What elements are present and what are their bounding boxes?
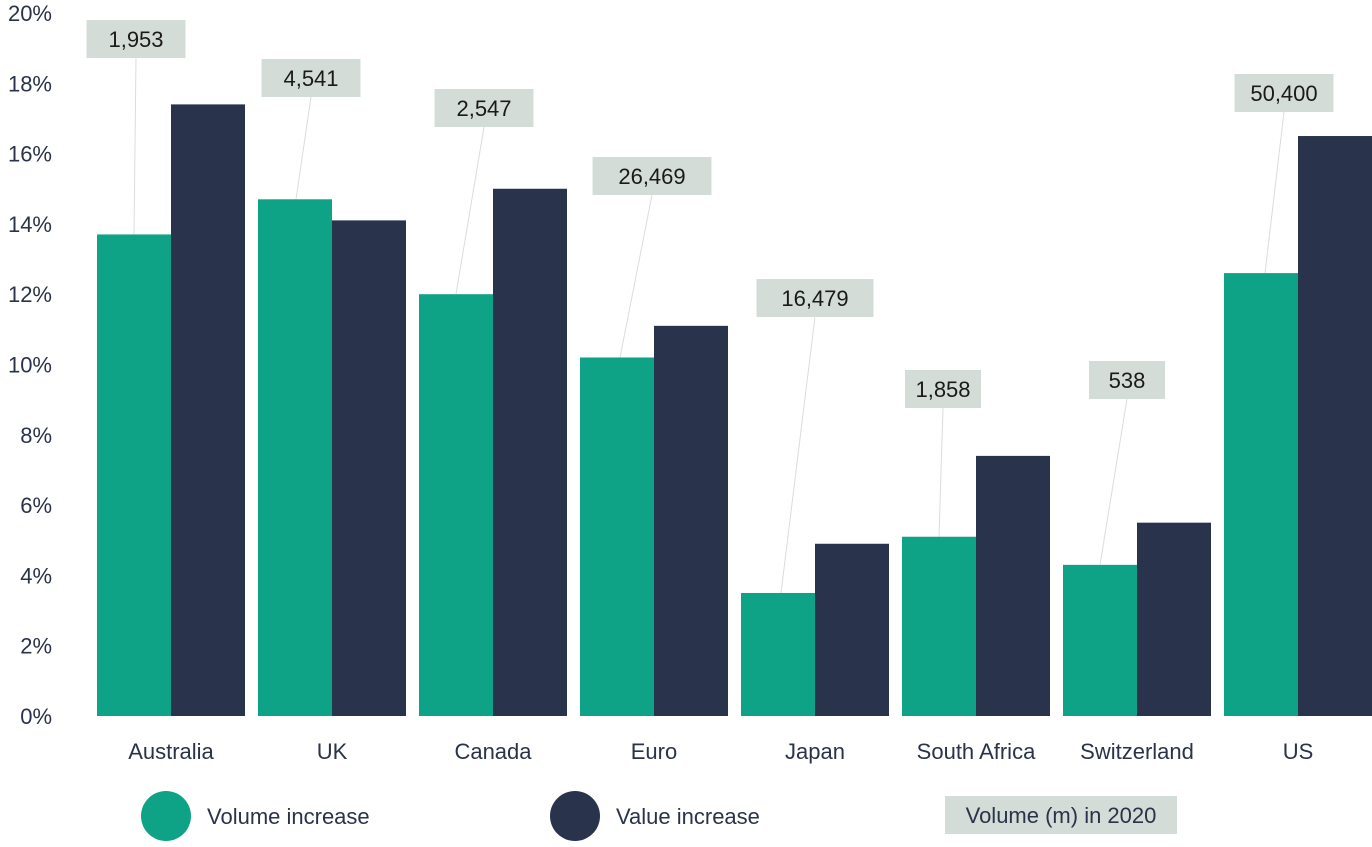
- y-axis: 0% 2% 4% 6% 8% 10% 12% 14% 16% 18% 20%: [8, 1, 52, 729]
- bar-value-increase-us: [1298, 136, 1372, 716]
- bar-value-increase-euro: [654, 325, 728, 716]
- bar-value-increase-australia: [171, 104, 245, 716]
- legend: Volume increase Value increase Volume (m…: [141, 791, 1177, 841]
- y-tick-label: 10%: [8, 353, 52, 378]
- connector-euro: [619, 194, 653, 358]
- bar-volume-increase-euro: [580, 357, 654, 716]
- x-category-label-euro: Euro: [631, 739, 677, 764]
- volume-annotation-box-japan: [756, 279, 874, 317]
- volume-annotation-switzerland: 538: [1109, 368, 1146, 393]
- bar-value-increase-south-africa: [976, 455, 1050, 716]
- legend-volume-annotation-title: Volume (m) in 2020: [966, 803, 1157, 828]
- volume-annotation-box-australia: [86, 20, 186, 58]
- volume-annotation-box-uk: [261, 59, 361, 97]
- x-category-label-south-africa: South Africa: [917, 739, 1036, 764]
- y-tick-label: 6%: [20, 493, 52, 518]
- y-tick-label: 4%: [20, 563, 52, 588]
- bar-volume-increase-us: [1224, 273, 1298, 716]
- legend-volume-annotation-box: [945, 796, 1177, 834]
- volume-annotation-box-switzerland: [1089, 361, 1165, 399]
- bar-value-increase-switzerland: [1137, 522, 1211, 716]
- y-tick-label: 16%: [8, 142, 52, 167]
- x-category-label-uk: UK: [317, 739, 348, 764]
- connector-switzerland: [1099, 398, 1128, 565]
- y-tick-label: 2%: [20, 634, 52, 659]
- volume-annotation-uk: 4,541: [283, 66, 338, 91]
- volume-annotation-australia: 1,953: [108, 27, 163, 52]
- x-axis: Australia UK Canada Euro Japan South Africa Sw…: [128, 739, 1313, 764]
- volume-annotation-box-canada: [434, 89, 534, 127]
- x-category-label-canada: Canada: [454, 739, 532, 764]
- volume-annotation-box-us: [1234, 74, 1334, 112]
- legend-swatch-volume-increase: [141, 791, 191, 841]
- y-tick-label: 8%: [20, 423, 52, 448]
- bar-volume-increase-australia: [97, 234, 171, 716]
- connector-australia: [133, 57, 137, 235]
- connector-us: [1264, 111, 1285, 274]
- bar-volume-increase-uk: [258, 199, 332, 717]
- bar-value-increase-japan: [815, 543, 889, 716]
- y-tick-label: 14%: [8, 212, 52, 237]
- volume-annotation-euro: 26,469: [618, 164, 685, 189]
- y-tick-label: 0%: [20, 704, 52, 729]
- x-category-label-us: US: [1283, 739, 1314, 764]
- bar-value-increase-canada: [493, 188, 567, 716]
- x-category-label-switzerland: Switzerland: [1080, 739, 1194, 764]
- x-category-label-australia: Australia: [128, 739, 214, 764]
- volume-annotation-canada: 2,547: [456, 96, 511, 121]
- volume-annotation-us: 50,400: [1250, 81, 1317, 106]
- legend-label-volume-increase: Volume increase: [207, 804, 370, 829]
- bar-volume-increase-canada: [419, 294, 493, 716]
- x-category-label-japan: Japan: [785, 739, 845, 764]
- volume-annotation-south-africa: 1,858: [915, 377, 970, 402]
- bar-value-increase-uk: [332, 220, 406, 716]
- volume-annotations: 1,953 4,541 2,547 26,469 16,479 1,858 538 50,40…: [86, 20, 1334, 408]
- connector-japan: [780, 316, 816, 594]
- annotation-connectors: [133, 57, 1285, 594]
- volume-annotation-box-south-africa: [905, 370, 981, 408]
- legend-swatch-value-increase: [550, 791, 600, 841]
- y-tick-label: 20%: [8, 1, 52, 26]
- connector-canada: [455, 126, 485, 295]
- connector-south-africa: [938, 407, 944, 537]
- bar-volume-increase-japan: [741, 592, 815, 716]
- bar-volume-increase-switzerland: [1063, 564, 1137, 716]
- legend-label-value-increase: Value increase: [616, 804, 760, 829]
- bar-volume-increase-south-africa: [902, 536, 976, 716]
- volume-annotation-box-euro: [592, 157, 712, 195]
- y-tick-label: 12%: [8, 282, 52, 307]
- y-tick-label: 18%: [8, 71, 52, 96]
- volume-annotation-japan: 16,479: [781, 286, 848, 311]
- connector-uk: [295, 96, 312, 200]
- bars: [97, 104, 1372, 717]
